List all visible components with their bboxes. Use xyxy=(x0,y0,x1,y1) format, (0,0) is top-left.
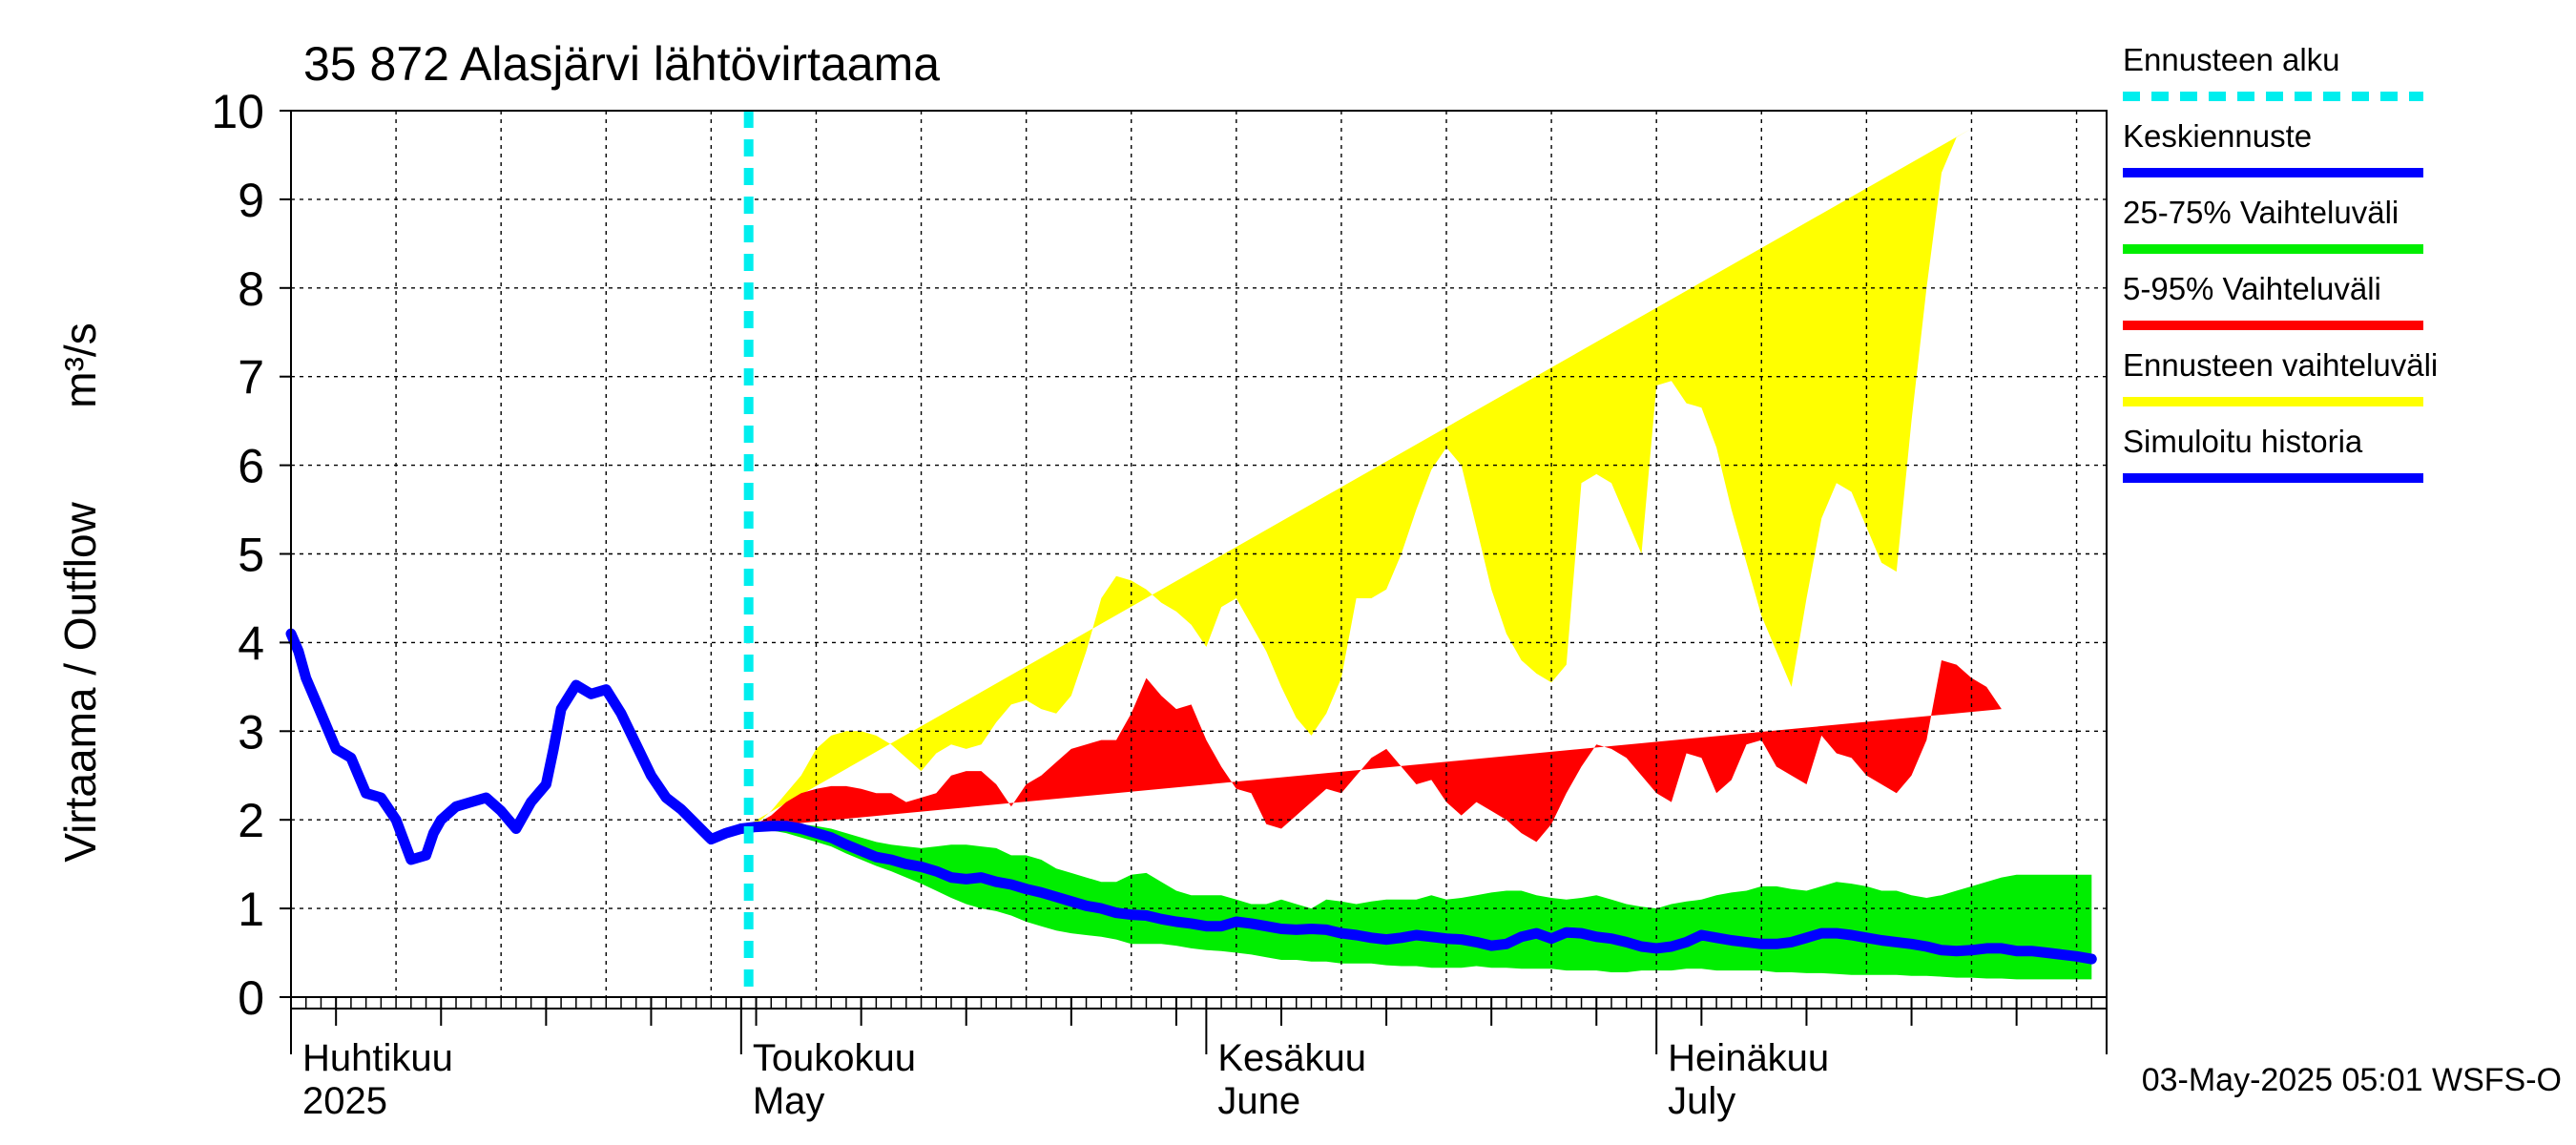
month-label-en: July xyxy=(1668,1080,1735,1122)
legend-label: Simuloitu historia xyxy=(2123,424,2363,459)
series-line-1 xyxy=(736,821,2097,965)
y-tick-label: 1 xyxy=(238,883,264,936)
chart-grid xyxy=(291,111,2107,997)
month-label-fi: Huhtikuu xyxy=(302,1037,453,1079)
y-tick-label: 5 xyxy=(238,529,264,582)
series-line-0 xyxy=(285,628,747,865)
month-label-fi: Kesäkuu xyxy=(1217,1037,1366,1079)
series-lines xyxy=(285,111,2097,997)
y-tick-label: 6 xyxy=(238,440,264,493)
month-label-fi: Heinäkuu xyxy=(1668,1037,1829,1079)
month-label-fi: Toukokuu xyxy=(753,1037,916,1079)
month-label-en: June xyxy=(1217,1080,1300,1122)
chart-title: 35 872 Alasjärvi lähtövirtaama xyxy=(303,37,940,91)
y-tick-label: 3 xyxy=(238,705,264,759)
y-tick-label: 2 xyxy=(238,794,264,847)
month-label-en: May xyxy=(753,1080,825,1122)
month-label-en: 2025 xyxy=(302,1080,387,1122)
y-tick-label: 8 xyxy=(238,262,264,316)
legend: Ennusteen alku Keskiennuste 25-75% Vaihtel… xyxy=(2123,42,2438,483)
band-3 xyxy=(740,660,2002,843)
y-tick-label: 10 xyxy=(211,85,264,138)
legend-label: Ennusteen alku xyxy=(2123,42,2340,77)
legend-label: 5-95% Vaihteluväli xyxy=(2123,271,2381,306)
legend-label: Keskiennuste xyxy=(2123,118,2312,154)
legend-label: 25-75% Vaihteluväli xyxy=(2123,195,2399,230)
y-tick-label: 9 xyxy=(238,174,264,227)
legend-label: Ennusteen vaihteluväli xyxy=(2123,347,2438,383)
y-axis-unit: m³/s xyxy=(55,323,105,407)
y-tick-label: 0 xyxy=(238,971,264,1025)
y-tick-label: 4 xyxy=(238,616,264,670)
band-2 xyxy=(740,128,1972,829)
band-4 xyxy=(740,822,2092,980)
footer-timestamp: 03-May-2025 05:01 WSFS-O xyxy=(2142,1062,2562,1098)
y-tick-label: 7 xyxy=(238,351,264,405)
y-axis-label: Virtaama / Outflow xyxy=(55,501,105,862)
